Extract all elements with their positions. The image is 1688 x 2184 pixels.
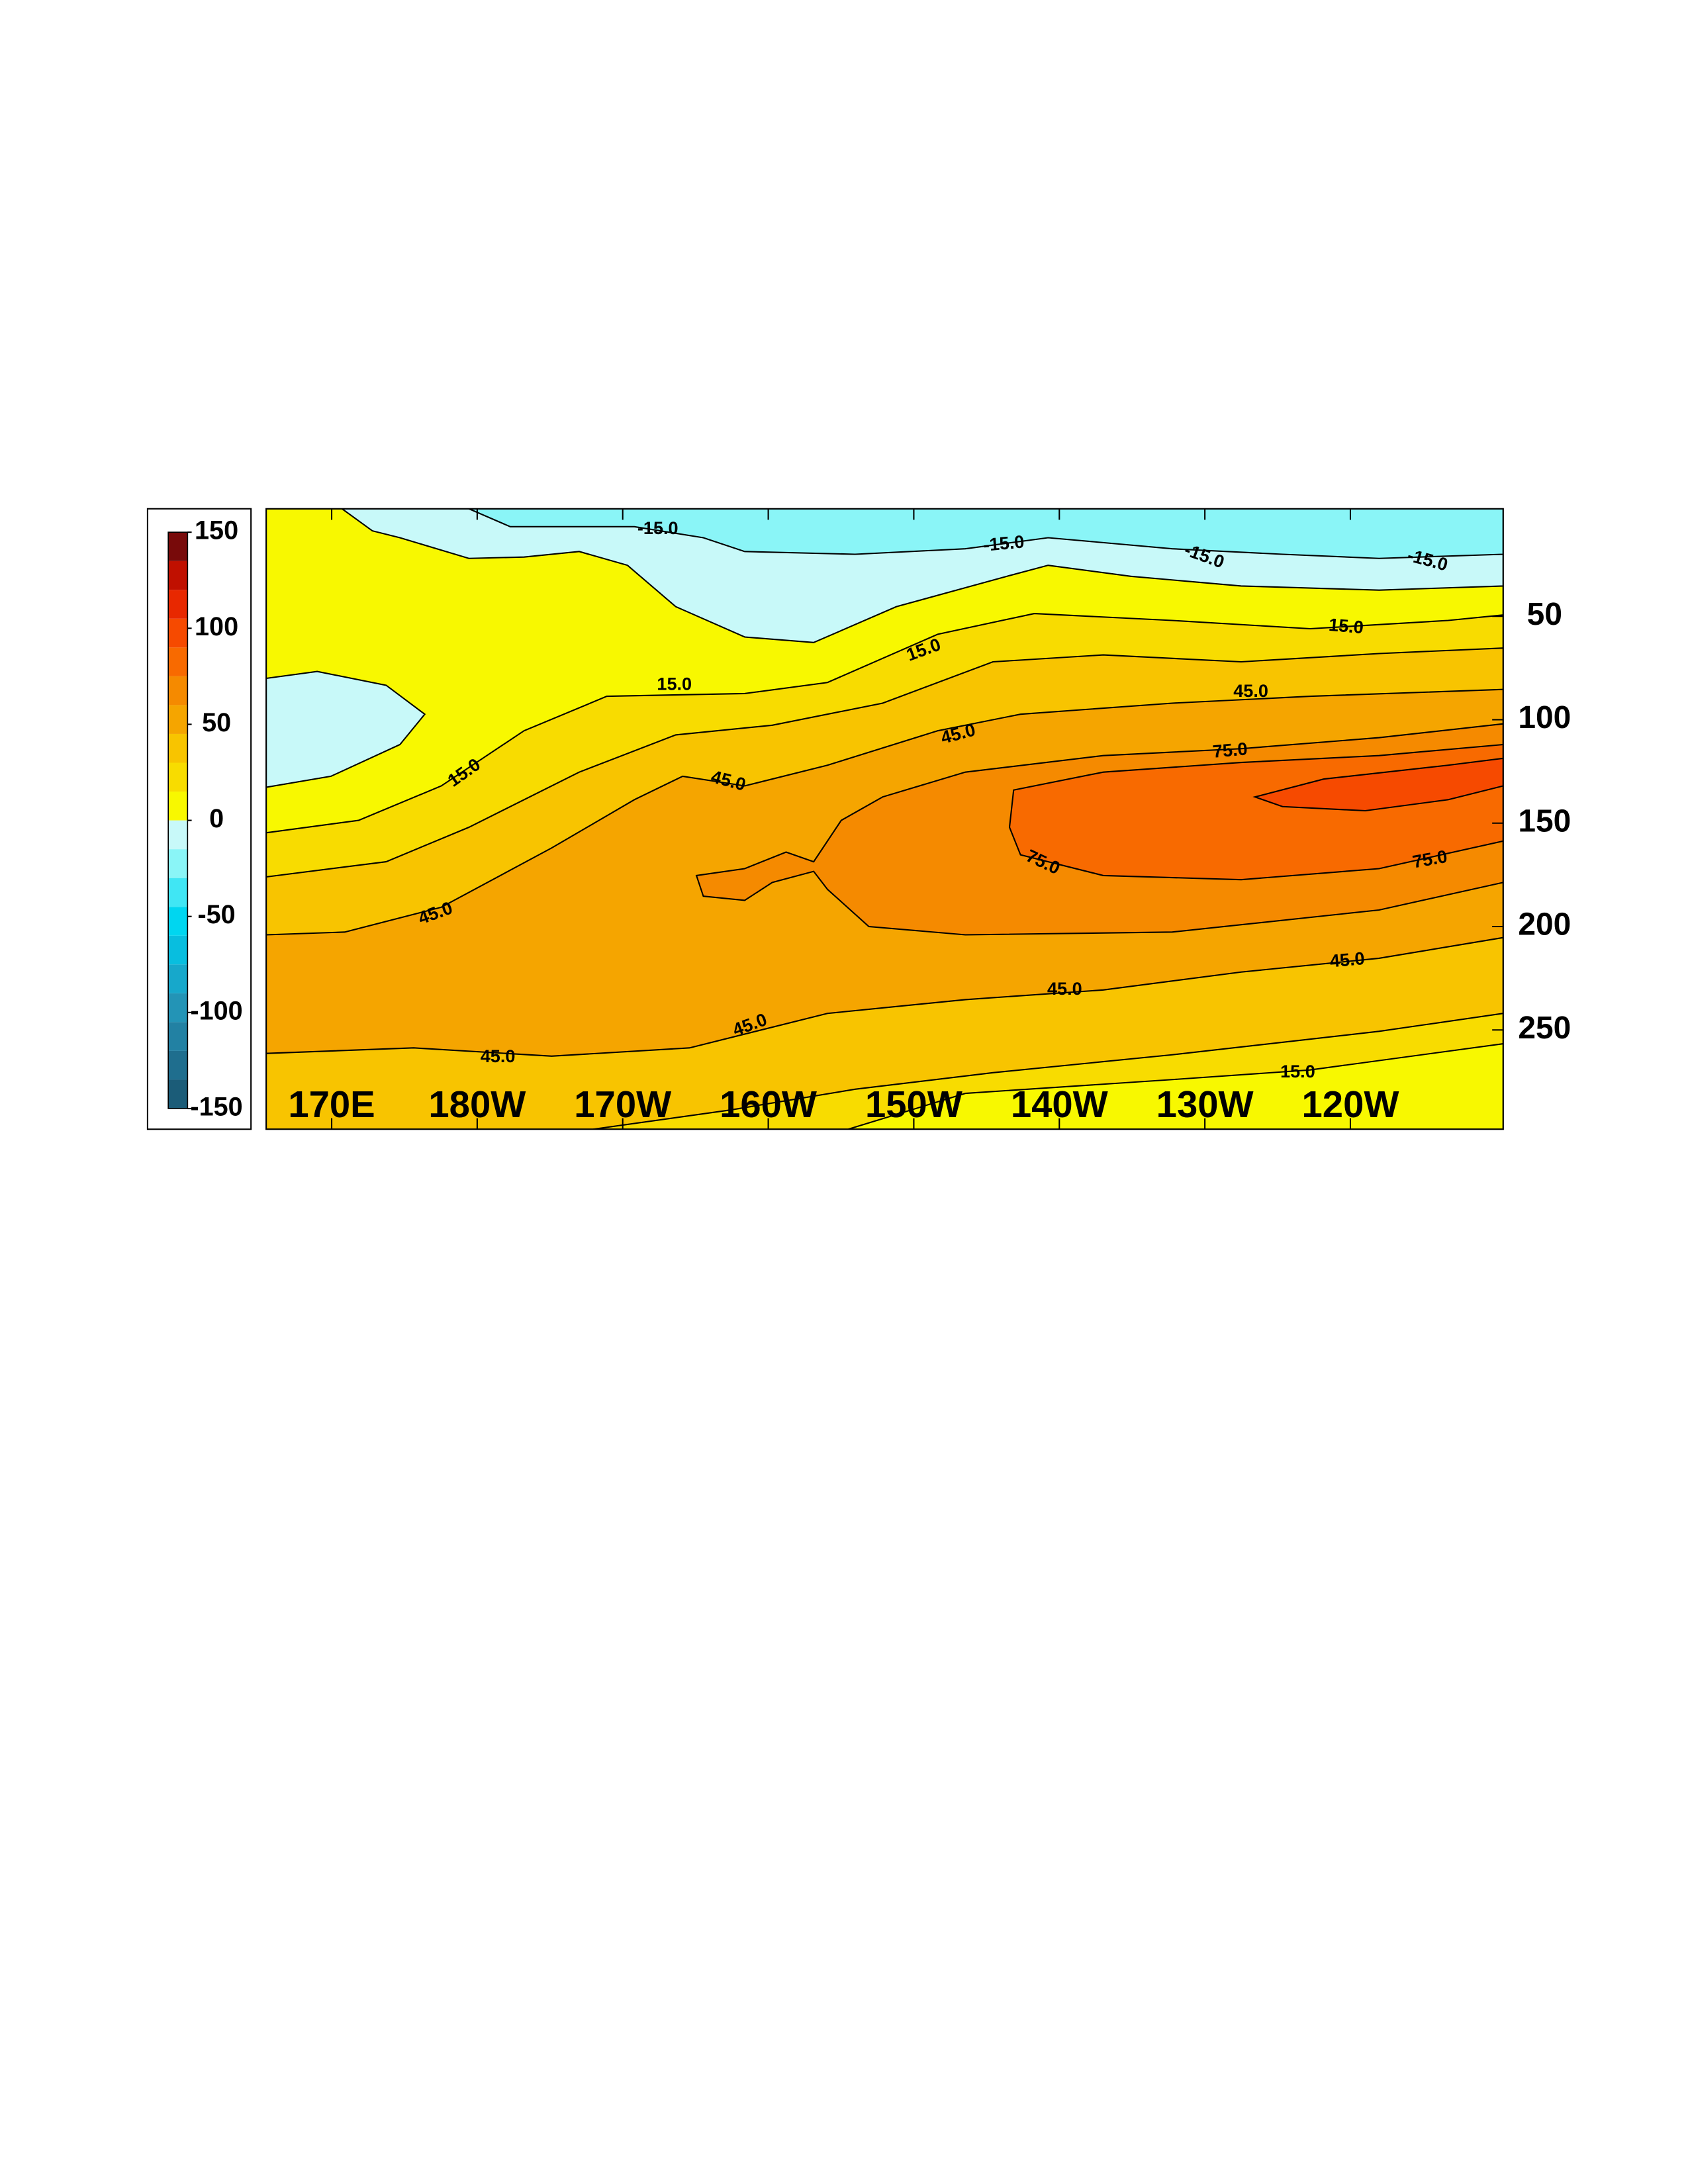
contour-label: 15.0 [1328, 614, 1364, 637]
contour-label: 45.0 [1233, 680, 1268, 701]
contour-label: -15.0 [982, 531, 1025, 555]
x-tick-label: 180W [428, 1083, 526, 1125]
x-tick-label: 170E [288, 1083, 375, 1125]
colorbar-band [168, 792, 188, 821]
contour-label: 15.0 [657, 674, 692, 694]
contour-region [847, 1043, 1503, 1130]
contour-label: 15.0 [1280, 1061, 1315, 1081]
x-tick-label: 160W [720, 1083, 818, 1125]
x-tick-label: 140W [1011, 1083, 1109, 1125]
x-tick-label: 130W [1156, 1083, 1254, 1125]
y-tick-label: 50 [1527, 597, 1562, 632]
contour-label: 75.0 [1212, 738, 1248, 761]
x-tick-label: 170W [574, 1083, 672, 1125]
contour-region [266, 670, 426, 788]
plot-area: -15.0-15.0 -15.0 -15.015.015.015.015.0 45.0… [266, 508, 1503, 1130]
colorbar-band [168, 762, 188, 792]
colorbar-band [168, 849, 188, 878]
colorbar-tick-label: 50 [202, 708, 231, 737]
colorbar-band [168, 1079, 188, 1109]
y-tick-label: 250 [1518, 1011, 1571, 1046]
contour-region [1252, 757, 1503, 812]
colorbar-tick-label: -150 [190, 1092, 242, 1121]
colorbar-band [168, 964, 188, 993]
colorbar-band [168, 532, 188, 561]
y-tick-label: 200 [1518, 907, 1571, 942]
contour-region [468, 508, 1503, 559]
colorbar-band [168, 561, 188, 590]
colorbar-tick-label: -100 [190, 996, 242, 1025]
colorbar-band [168, 1050, 188, 1080]
colorbar-frame [146, 508, 252, 1130]
colorbar-band [168, 733, 188, 763]
colorbar-band [168, 820, 188, 850]
colorbar-band [168, 878, 188, 907]
colorbar-band [168, 907, 188, 936]
x-tick-label: 120W [1302, 1083, 1400, 1125]
colorbar-band [168, 590, 188, 619]
colorbar-band [168, 676, 188, 705]
contour-label: 45.0 [1329, 948, 1366, 971]
colorbar-band [168, 618, 188, 648]
colorbar-band [168, 1022, 188, 1051]
contour-label: -15.0 [637, 518, 679, 538]
plot-frame [265, 508, 1504, 1130]
colorbar-band [168, 647, 188, 676]
y-tick-label: 150 [1518, 803, 1571, 839]
contour-label: 45.0 [1047, 978, 1082, 999]
x-tick-label: 150W [865, 1083, 963, 1125]
colorbar-tick-label: 0 [209, 804, 224, 833]
colorbar-band [168, 993, 188, 1023]
colorbar-tick-label: 150 [195, 516, 238, 545]
colorbar-tick-label: -50 [197, 900, 235, 929]
colorbar-band [168, 705, 188, 734]
contour-label: 45.0 [481, 1046, 516, 1066]
colorbar-tick-label: 100 [195, 612, 238, 641]
colorbar-band [168, 935, 188, 965]
y-tick-label: 100 [1518, 700, 1571, 735]
